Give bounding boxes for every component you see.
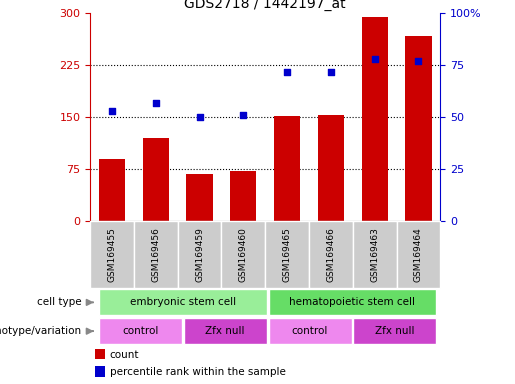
Bar: [95, 349, 106, 359]
Text: hematopoietic stem cell: hematopoietic stem cell: [289, 297, 416, 308]
Point: [151, 99, 160, 106]
Bar: [318, 115, 344, 221]
Text: percentile rank within the sample: percentile rank within the sample: [110, 367, 286, 377]
Text: GSM169455: GSM169455: [108, 227, 116, 282]
Bar: [265, 221, 309, 288]
Text: GSM169460: GSM169460: [239, 227, 248, 282]
Text: GSM169465: GSM169465: [283, 227, 291, 282]
Point: [239, 112, 247, 118]
Bar: [309, 221, 353, 288]
Bar: [353, 318, 436, 344]
Bar: [362, 17, 388, 221]
Bar: [178, 221, 221, 288]
Bar: [90, 221, 134, 288]
Bar: [397, 221, 440, 288]
Point: [327, 68, 335, 74]
Bar: [99, 318, 182, 344]
Point: [283, 68, 291, 74]
Point: [196, 114, 204, 120]
Bar: [268, 290, 436, 315]
Text: count: count: [110, 350, 140, 360]
Text: control: control: [122, 326, 159, 336]
Bar: [99, 290, 267, 315]
Bar: [353, 221, 397, 288]
Bar: [274, 116, 300, 221]
Bar: [230, 171, 256, 221]
Bar: [143, 138, 169, 221]
Bar: [186, 174, 213, 221]
Text: Zfx null: Zfx null: [205, 326, 245, 336]
Bar: [221, 221, 265, 288]
Bar: [95, 366, 106, 377]
Text: GSM169459: GSM169459: [195, 227, 204, 282]
Bar: [184, 318, 267, 344]
Bar: [99, 159, 125, 221]
Title: GDS2718 / 1442197_at: GDS2718 / 1442197_at: [184, 0, 346, 11]
Text: control: control: [292, 326, 328, 336]
Text: genotype/variation: genotype/variation: [0, 326, 81, 336]
Text: GSM169466: GSM169466: [327, 227, 335, 282]
Text: cell type: cell type: [37, 297, 81, 308]
Bar: [405, 36, 432, 221]
Bar: [134, 221, 178, 288]
Text: GSM169464: GSM169464: [414, 227, 423, 282]
Point: [370, 56, 379, 62]
Point: [414, 58, 422, 64]
Text: embryonic stem cell: embryonic stem cell: [130, 297, 236, 308]
Text: GSM169456: GSM169456: [151, 227, 160, 282]
Bar: [268, 318, 352, 344]
Point: [108, 108, 116, 114]
Text: Zfx null: Zfx null: [375, 326, 415, 336]
Text: GSM169463: GSM169463: [370, 227, 379, 282]
